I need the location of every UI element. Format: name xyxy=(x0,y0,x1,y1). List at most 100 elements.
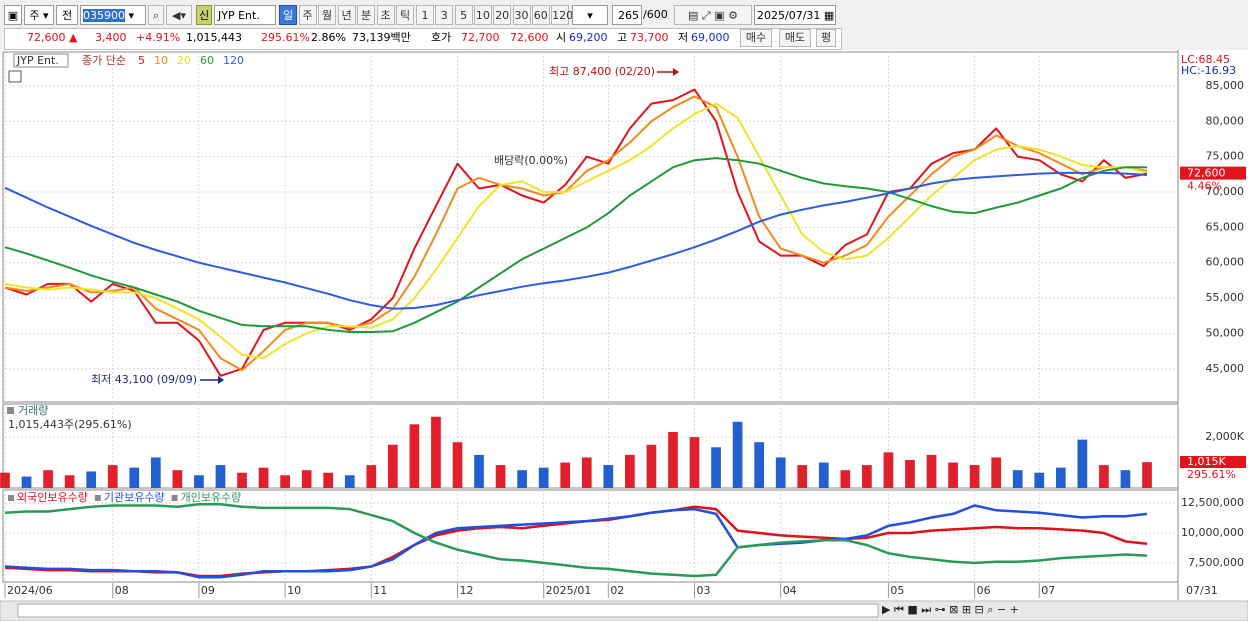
volume-bar xyxy=(862,465,872,488)
high: 73,700 xyxy=(630,31,669,44)
open-label: 시 xyxy=(556,31,567,44)
volume-bar xyxy=(86,471,97,488)
market: 주 xyxy=(29,9,40,22)
period-button[interactable]: 120 xyxy=(551,5,573,25)
period-button[interactable]: 초 xyxy=(376,5,395,25)
y-tick-label: 7,500,000 xyxy=(1188,556,1244,569)
market-select[interactable]: 주 ▾ xyxy=(24,5,54,25)
period-button[interactable]: 월 xyxy=(318,5,336,25)
x-tick-label: 12 xyxy=(459,584,473,597)
volume-bar xyxy=(495,465,506,488)
y-tick-label: 10,000,000 xyxy=(1181,526,1244,539)
period-button[interactable]: 분 xyxy=(357,5,375,25)
volume-bar xyxy=(818,462,829,488)
annotation: 최저 43,100 (09/09) xyxy=(91,373,197,386)
pane-icon xyxy=(7,407,14,414)
period-button[interactable]: 60 xyxy=(531,5,550,25)
ask: 72,700 xyxy=(461,31,500,44)
legend-swatch xyxy=(94,495,101,501)
volume-bar xyxy=(840,470,851,488)
y-tick-label: 65,000 xyxy=(1206,220,1245,233)
dropdown[interactable]: ▾ xyxy=(572,5,608,25)
sell-button[interactable]: 매도 xyxy=(779,29,811,47)
volume-ratio: 295.61% xyxy=(261,31,310,44)
series-line xyxy=(4,171,1148,310)
y-tick-label: 85,000 xyxy=(1206,79,1245,92)
volume-bar xyxy=(517,470,527,488)
x-tick-label: 04 xyxy=(783,584,797,597)
period-button[interactable]: 틱 xyxy=(396,5,414,25)
volume-bar xyxy=(129,467,140,488)
series-line xyxy=(4,88,1148,377)
volume-bar xyxy=(905,460,915,488)
tool-icons[interactable]: ▤ ⤢ ▣ ⚙ xyxy=(674,5,752,25)
ask-label: 호가 xyxy=(431,31,452,44)
series-line xyxy=(4,157,1147,333)
stock-name[interactable]: JYP Ent. xyxy=(214,5,276,25)
x-tick-label: 10 xyxy=(287,584,301,597)
y-tick-label: 45,000 xyxy=(1206,362,1245,375)
scroll-controls: ▶ ⏮ ■ ⏭ ⊶ ⊠ ⊞ ⊟ ⌕ − + xyxy=(882,603,1019,616)
legend-swatch xyxy=(8,495,14,501)
date: 2025/07/31 xyxy=(757,9,821,22)
period-button[interactable]: 1 xyxy=(416,5,434,25)
volume-bar xyxy=(431,416,441,488)
lc-label: LC:68.45 xyxy=(1181,53,1230,66)
volume-bar xyxy=(711,447,721,488)
period-button[interactable]: 일 xyxy=(279,5,297,25)
volume-bar xyxy=(883,452,894,488)
date-input[interactable]: 2025/07/31 ▦ xyxy=(754,5,836,25)
period-button[interactable]: 5 xyxy=(454,5,473,25)
exchange-select[interactable]: 전 xyxy=(56,5,78,25)
price: 72,600 ▲ xyxy=(27,31,78,44)
volume-bar xyxy=(344,475,355,488)
x-tick-label: 02 xyxy=(610,584,624,597)
legend-entry: 개인보유수량 xyxy=(181,491,242,504)
period-button[interactable]: 년 xyxy=(337,5,356,25)
menu-icon[interactable]: ▣ xyxy=(4,5,22,25)
y-tick-label: 12,500,000 xyxy=(1181,496,1244,509)
search-button[interactable]: ⌕ xyxy=(148,5,164,25)
volume-bar xyxy=(754,442,764,488)
x-tick-label: 03 xyxy=(697,584,711,597)
tag: 신 xyxy=(196,5,212,25)
x-tick-label: 2025/01 xyxy=(546,584,592,597)
period-button[interactable]: 3 xyxy=(435,5,454,25)
buy-button[interactable]: 매수 xyxy=(740,29,772,47)
y-tick-label: 50,000 xyxy=(1206,326,1245,339)
x-last-date: 07/31 xyxy=(1186,584,1218,597)
symbol-box xyxy=(13,53,69,68)
x-tick-label: 11 xyxy=(373,584,387,597)
last-price: 72,600 xyxy=(1187,167,1226,180)
legend-entry: 5 xyxy=(138,54,145,67)
period-button[interactable]: 10 xyxy=(473,5,492,25)
volume-bar xyxy=(280,475,290,488)
period-button[interactable]: 30 xyxy=(512,5,531,25)
volume-bar xyxy=(625,454,635,488)
volume-bar xyxy=(409,424,420,488)
last-volume-pct: 295.61% xyxy=(1187,468,1236,481)
pane-title: 거래량 xyxy=(18,404,48,417)
eval-button[interactable]: 평 xyxy=(816,29,836,47)
legend-entry: 60 xyxy=(200,54,214,67)
code-input[interactable]: 035900 ▾ xyxy=(80,5,146,25)
legend-entry: 20 xyxy=(177,54,191,67)
series-line xyxy=(4,95,1148,372)
change: 3,400 xyxy=(95,31,127,44)
arrow-head xyxy=(673,68,679,76)
period-button[interactable]: 주 xyxy=(298,5,317,25)
volume-bar xyxy=(194,475,204,488)
open: 69,200 xyxy=(569,31,608,44)
sound-button[interactable]: ◀▾ xyxy=(166,5,192,25)
volume-bar xyxy=(689,437,700,488)
count[interactable]: 265 xyxy=(612,5,642,25)
period-button[interactable]: 20 xyxy=(493,5,512,25)
annotation: 최고 87,400 (02/20) xyxy=(549,65,655,78)
volume-bar xyxy=(323,472,334,488)
volume-bar xyxy=(1077,439,1088,488)
x-tick-label: 09 xyxy=(201,584,215,597)
amount: 73,139백만 xyxy=(352,31,411,44)
legend-entry: 120 xyxy=(223,54,244,67)
last-pct: 4.46% xyxy=(1187,180,1222,193)
